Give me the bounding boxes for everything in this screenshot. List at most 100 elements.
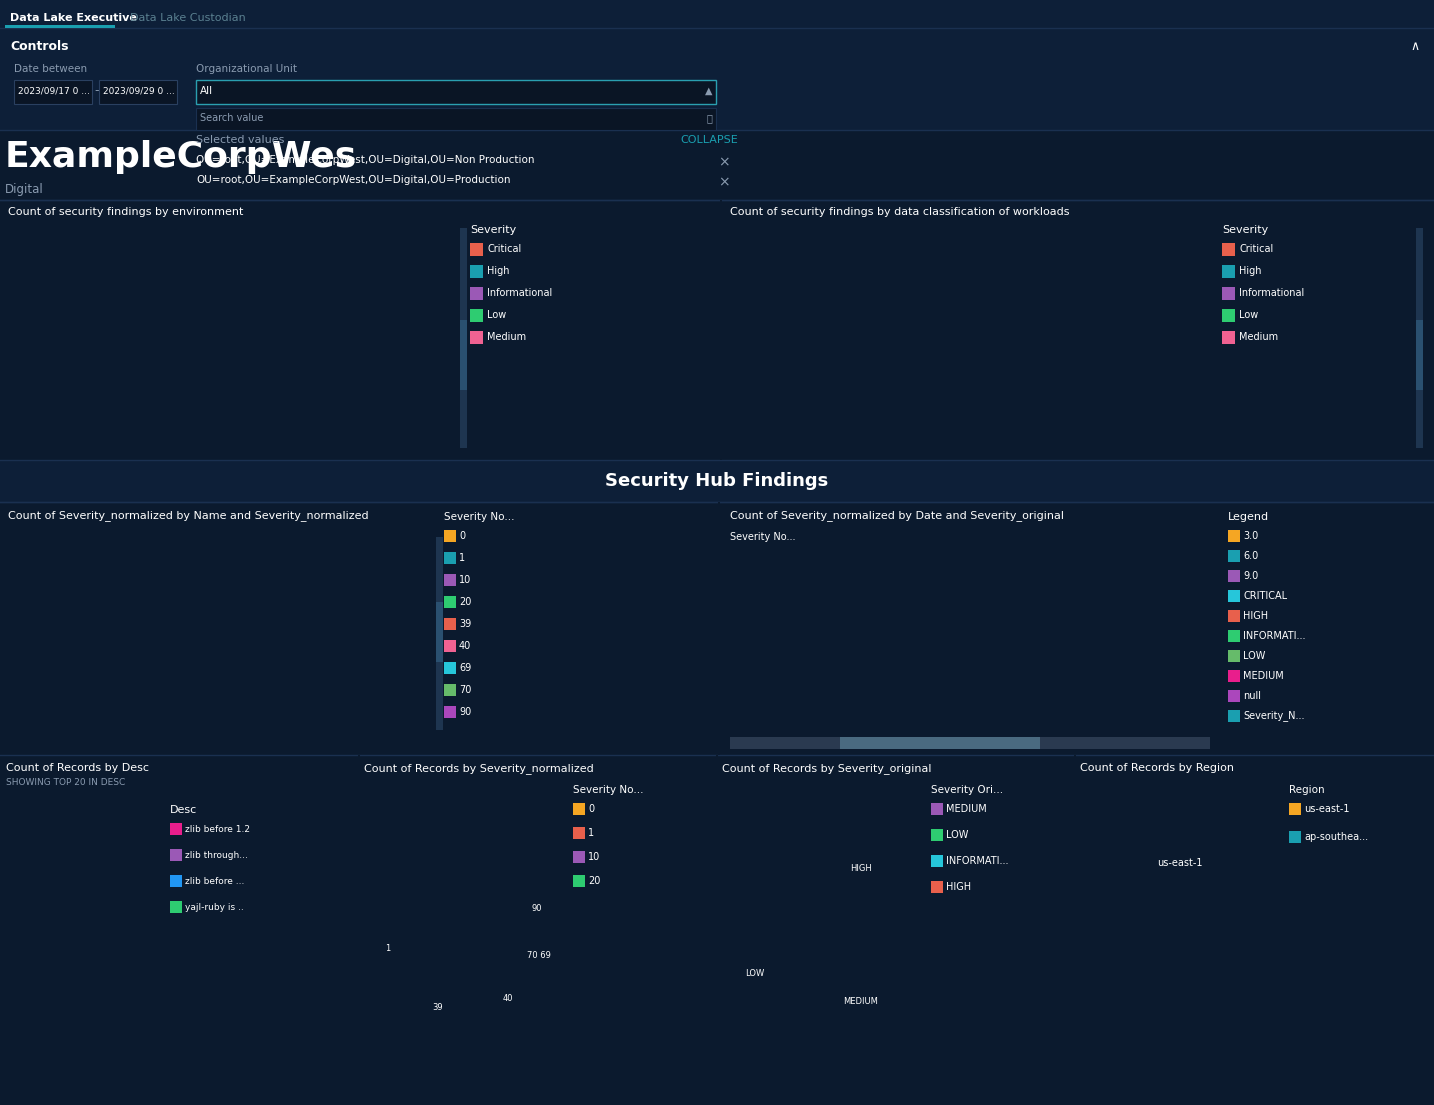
Bar	[730, 411, 1133, 417]
Bar	[9, 701, 53, 722]
Text: Severity: Severity	[470, 225, 516, 235]
Text: Controls: Controls	[10, 40, 69, 53]
Wedge shape	[469, 855, 543, 945]
Bar	[783, 612, 790, 1105]
Bar	[9, 378, 16, 387]
Text: High: High	[1239, 266, 1262, 276]
Text: 0: 0	[459, 532, 465, 541]
Bar	[80, 585, 85, 606]
Bar	[1103, 607, 1111, 1105]
Text: Count of Records by Region: Count of Records by Region	[1080, 762, 1235, 773]
Bar	[882, 599, 891, 1105]
Bar	[769, 592, 776, 1105]
Text: Count of Records by Desc: Count of Records by Desc	[6, 762, 149, 773]
Bar	[1157, 610, 1164, 1105]
Text: Severity No...: Severity No...	[730, 532, 796, 541]
Bar	[75, 623, 76, 644]
Text: LOW: LOW	[946, 830, 968, 840]
Text: ap-southea...: ap-southea...	[1304, 832, 1368, 842]
Bar	[739, 594, 746, 1105]
Bar	[898, 601, 905, 1105]
Text: zlib through...: zlib through...	[185, 851, 248, 860]
Text: Region: Region	[1289, 785, 1325, 794]
Bar	[730, 406, 753, 411]
Text: 6.0: 6.0	[1243, 551, 1258, 561]
Text: Count of Records by Severity_original: Count of Records by Severity_original	[721, 762, 932, 773]
Bar	[86, 585, 89, 606]
Wedge shape	[839, 865, 898, 924]
Wedge shape	[29, 843, 120, 989]
Text: 🔍: 🔍	[706, 113, 713, 123]
Wedge shape	[741, 855, 822, 982]
Bar	[1172, 611, 1180, 1105]
Text: 70 69: 70 69	[526, 950, 551, 959]
Bar	[76, 623, 77, 644]
Bar	[836, 598, 845, 1105]
Text: Medium: Medium	[488, 332, 526, 343]
Bar	[921, 608, 928, 1105]
Text: Severity: Severity	[1222, 225, 1268, 235]
Text: Data Lake Custodian: Data Lake Custodian	[130, 13, 245, 23]
Bar	[829, 604, 836, 1105]
Text: 40: 40	[459, 641, 472, 651]
Wedge shape	[145, 896, 214, 1010]
Text: Organizational Unit: Organizational Unit	[196, 64, 297, 74]
Text: zlib before 1.2: zlib before 1.2	[185, 824, 250, 833]
Text: 69: 69	[459, 663, 472, 673]
Text: Count of Severity_normalized by Name and Severity_normalized: Count of Severity_normalized by Name and…	[9, 511, 369, 520]
Bar	[730, 327, 741, 333]
Text: Desc: Desc	[171, 806, 198, 815]
Wedge shape	[843, 911, 902, 1000]
Bar	[53, 701, 54, 722]
Text: ×: ×	[718, 155, 730, 169]
Bar	[730, 339, 876, 345]
Wedge shape	[46, 959, 175, 1027]
Text: 3.0: 3.0	[1243, 532, 1258, 541]
Wedge shape	[384, 855, 465, 1000]
Text: -: -	[95, 84, 99, 97]
Bar	[9, 290, 10, 297]
Bar	[730, 351, 753, 357]
Text: Data Lake Executive: Data Lake Executive	[10, 13, 136, 23]
Text: ∧: ∧	[1411, 40, 1420, 53]
Text: 40: 40	[503, 993, 513, 1003]
Text: 1: 1	[459, 552, 465, 564]
Wedge shape	[757, 956, 869, 1015]
Bar	[951, 598, 959, 1105]
Text: Search value: Search value	[199, 113, 264, 123]
Wedge shape	[120, 843, 204, 917]
Bar	[1050, 598, 1057, 1105]
Bar	[1119, 608, 1126, 1105]
Bar	[753, 598, 760, 1105]
Text: 9.0: 9.0	[1243, 571, 1258, 581]
Bar	[89, 585, 92, 606]
Bar	[852, 613, 859, 1105]
Bar	[404, 546, 410, 567]
Bar	[875, 598, 882, 1105]
Bar	[730, 267, 891, 273]
Text: Low: Low	[488, 311, 506, 320]
Bar	[66, 623, 69, 644]
Text: INFORMATI...: INFORMATI...	[1243, 631, 1305, 641]
Bar	[9, 412, 10, 420]
Bar	[1149, 608, 1157, 1105]
Text: 1: 1	[386, 944, 390, 953]
Bar	[1111, 600, 1119, 1105]
Bar	[98, 585, 99, 606]
Bar	[65, 662, 66, 683]
Bar	[9, 546, 380, 567]
Bar	[730, 274, 734, 280]
Text: Severity No...: Severity No...	[445, 512, 515, 522]
Text: Count of Records by Severity_normalized: Count of Records by Severity_normalized	[364, 762, 594, 773]
Text: null: null	[1243, 691, 1260, 701]
Bar	[905, 594, 913, 1105]
Text: Digital: Digital	[4, 183, 44, 196]
Text: 70: 70	[459, 685, 472, 695]
Text: 0: 0	[588, 804, 594, 814]
Wedge shape	[822, 855, 860, 904]
Text: 10: 10	[459, 575, 472, 585]
Bar	[967, 599, 974, 1105]
Text: OU=root,OU=ExampleCorpWest,OU=Digital,OU=Non Production: OU=root,OU=ExampleCorpWest,OU=Digital,OU…	[196, 155, 535, 165]
Text: ExampleCorpWes: ExampleCorpWes	[4, 140, 357, 173]
Text: 2023/09/17 0 ...: 2023/09/17 0 ...	[19, 86, 90, 95]
